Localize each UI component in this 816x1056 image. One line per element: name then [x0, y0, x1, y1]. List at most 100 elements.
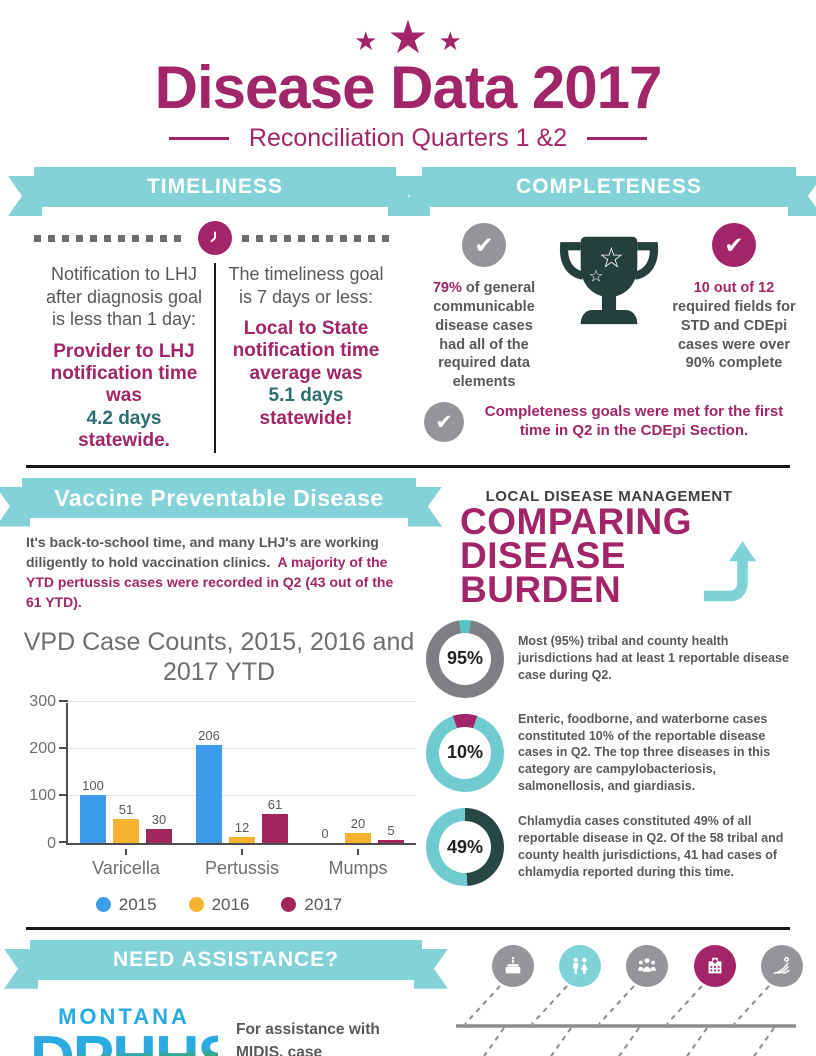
bar-column: 30	[146, 703, 172, 843]
assistance-banner: NEED ASSISTANCE?	[30, 939, 422, 980]
completeness-left-text: 79% of general communicable disease case…	[422, 279, 546, 392]
up-arrow-icon	[702, 538, 758, 607]
bar-2017-mumps	[378, 840, 404, 843]
gridline	[68, 700, 416, 702]
timeliness-left-value: 4.2 days	[86, 407, 162, 429]
chart-title: VPD Case Counts, 2015, 2016 and 2017 YTD	[23, 627, 415, 686]
factors-section: A variety of factors influence the occur…	[428, 940, 804, 1056]
completeness-left-stat: ✔ 79% of general communicable disease ca…	[422, 223, 546, 392]
donut-label: 95%	[446, 648, 484, 669]
checkmark-icon: ✔	[462, 223, 506, 267]
bar-value-label: 51	[118, 801, 134, 817]
bar-value-label: 12	[234, 820, 250, 836]
bar-column: 206	[196, 703, 222, 843]
page-title: Disease Data 2017	[154, 54, 663, 121]
bar-2015-varicella	[80, 795, 106, 843]
timeliness-dotted-rule	[34, 221, 396, 255]
bar-2017-pertussis	[262, 813, 288, 843]
bar-column: 5	[378, 703, 404, 843]
y-tick-label: 100	[29, 787, 56, 805]
burden-title-line: DISEASE	[460, 534, 626, 576]
vertical-divider	[214, 263, 216, 453]
donut-chart-95: 95%	[426, 619, 504, 698]
bar-value-label: 0	[321, 825, 329, 841]
legend-label: 2016	[211, 894, 250, 914]
assistance-text: For assistance with MIDIS, case investig…	[236, 1020, 380, 1056]
timeliness-right-highlight: Local to State notification time average…	[220, 318, 392, 430]
bar-column: 61	[262, 703, 288, 843]
star-icon: ★	[387, 11, 429, 63]
burden-title: COMPARING DISEASE BURDEN	[460, 500, 692, 608]
legend-label: 2015	[118, 894, 157, 914]
factors-fishbone-diagram	[428, 944, 804, 1056]
chart-x-axis-labels: Varicella Pertussis Mumps	[68, 845, 416, 879]
burden-title-line: COMPARING	[460, 500, 692, 542]
burden-item: 95% Most (95%) tribal and county health …	[426, 619, 792, 698]
assistance-section: NEED ASSISTANCE? MONTANA DPHHS Healthy P…	[30, 939, 422, 1056]
subtitle-row: Reconciliation Quarters 1 &2	[0, 124, 816, 153]
disease-burden-section: LOCAL DISEASE MANAGEMENT COMPARING DISEA…	[426, 478, 792, 915]
birthday-cake-icon	[492, 944, 534, 987]
highlight-text: Local to State notification time average…	[232, 318, 380, 384]
y-tick-mark	[59, 794, 68, 797]
bar-2017-varicella	[146, 828, 172, 843]
timeliness-right-column: The timeliness goal is 7 days or less: L…	[216, 263, 396, 453]
gridline	[68, 748, 416, 750]
page-subtitle: Reconciliation Quarters 1 &2	[248, 124, 568, 152]
burden-item: 10% Enteric, foodborne, and waterborne c…	[426, 711, 792, 795]
highlight-text: Provider to LHJ notification time was	[50, 340, 198, 407]
donut-label: 49%	[446, 836, 484, 857]
logo-dphhs-text: DPHHS	[30, 1027, 239, 1056]
burden-items: 95% Most (95%) tribal and county health …	[426, 619, 792, 886]
burden-item-text: Most (95%) tribal and county health juri…	[518, 634, 789, 683]
gridline	[68, 795, 416, 797]
y-tick-mark	[59, 747, 68, 750]
section-divider	[26, 464, 790, 468]
bar-column: 0	[312, 703, 338, 843]
bar-value-label: 100	[82, 778, 104, 794]
bar-2016-mumps	[345, 833, 371, 843]
completeness-banner: COMPLETENESS	[422, 167, 796, 207]
x-category-label: Pertussis	[184, 849, 300, 879]
star-icon: ★	[438, 26, 462, 56]
bar-value-label: 5	[387, 823, 395, 839]
donut-chart-10: 10%	[426, 713, 504, 792]
stat-text: of general communicable disease cases ha…	[433, 280, 536, 391]
timeliness-banner: TIMELINESS	[34, 167, 396, 207]
completeness-right-text: 10 out of 12 required fields for STD and…	[672, 279, 796, 373]
timeliness-right-value: 5.1 days	[268, 385, 344, 407]
burden-item-text: Enteric, foodborne, and waterborne cases…	[518, 711, 771, 794]
svg-text:☆: ☆	[599, 242, 624, 274]
fishbone-lines	[456, 985, 796, 1056]
star-icon: ★	[354, 26, 378, 56]
bar-group-varicella: 100 51 30	[80, 703, 172, 843]
bar-column: 51	[113, 703, 139, 843]
svg-text:☆: ☆	[589, 268, 604, 286]
checkmark-icon: ✔	[424, 402, 464, 443]
trophy-icon: ☆ ☆	[546, 229, 672, 344]
bar-value-label: 20	[350, 816, 366, 832]
y-tick-label: 300	[29, 692, 56, 710]
legend-item-2015: 2015	[95, 894, 157, 915]
y-tick-label: 200	[29, 740, 56, 758]
dotted-line	[242, 234, 396, 242]
completeness-section: COMPLETENESS ✔ 79% of general communicab…	[422, 167, 796, 453]
legend-dot	[281, 897, 297, 913]
farm-field-icon	[761, 944, 803, 987]
intro-highlight: A majority of the YTD pertussis cases we…	[26, 553, 394, 611]
section-divider	[26, 926, 790, 930]
chart-plot-area: 100 51 30 206 12 61 0 20 5	[59, 699, 416, 845]
burden-item-text: Chlamydia cases constituted 49% of all r…	[518, 814, 784, 879]
stat-text: required fields for STD and CDEpi cases …	[672, 298, 796, 372]
bar-2016-pertussis	[229, 837, 255, 843]
completeness-note-text: Completeness goals were met for the firs…	[484, 403, 784, 440]
bar-column: 20	[345, 703, 371, 843]
couple-icon	[559, 944, 601, 987]
x-category-label: Mumps	[300, 849, 416, 879]
bar-2015-pertussis	[196, 745, 222, 843]
bar-column: 12	[229, 703, 255, 843]
y-tick-label: 0	[47, 834, 56, 852]
completeness-right-stat: ✔ 10 out of 12 required fields for STD a…	[672, 223, 796, 373]
bar-value-label: 61	[267, 796, 283, 812]
